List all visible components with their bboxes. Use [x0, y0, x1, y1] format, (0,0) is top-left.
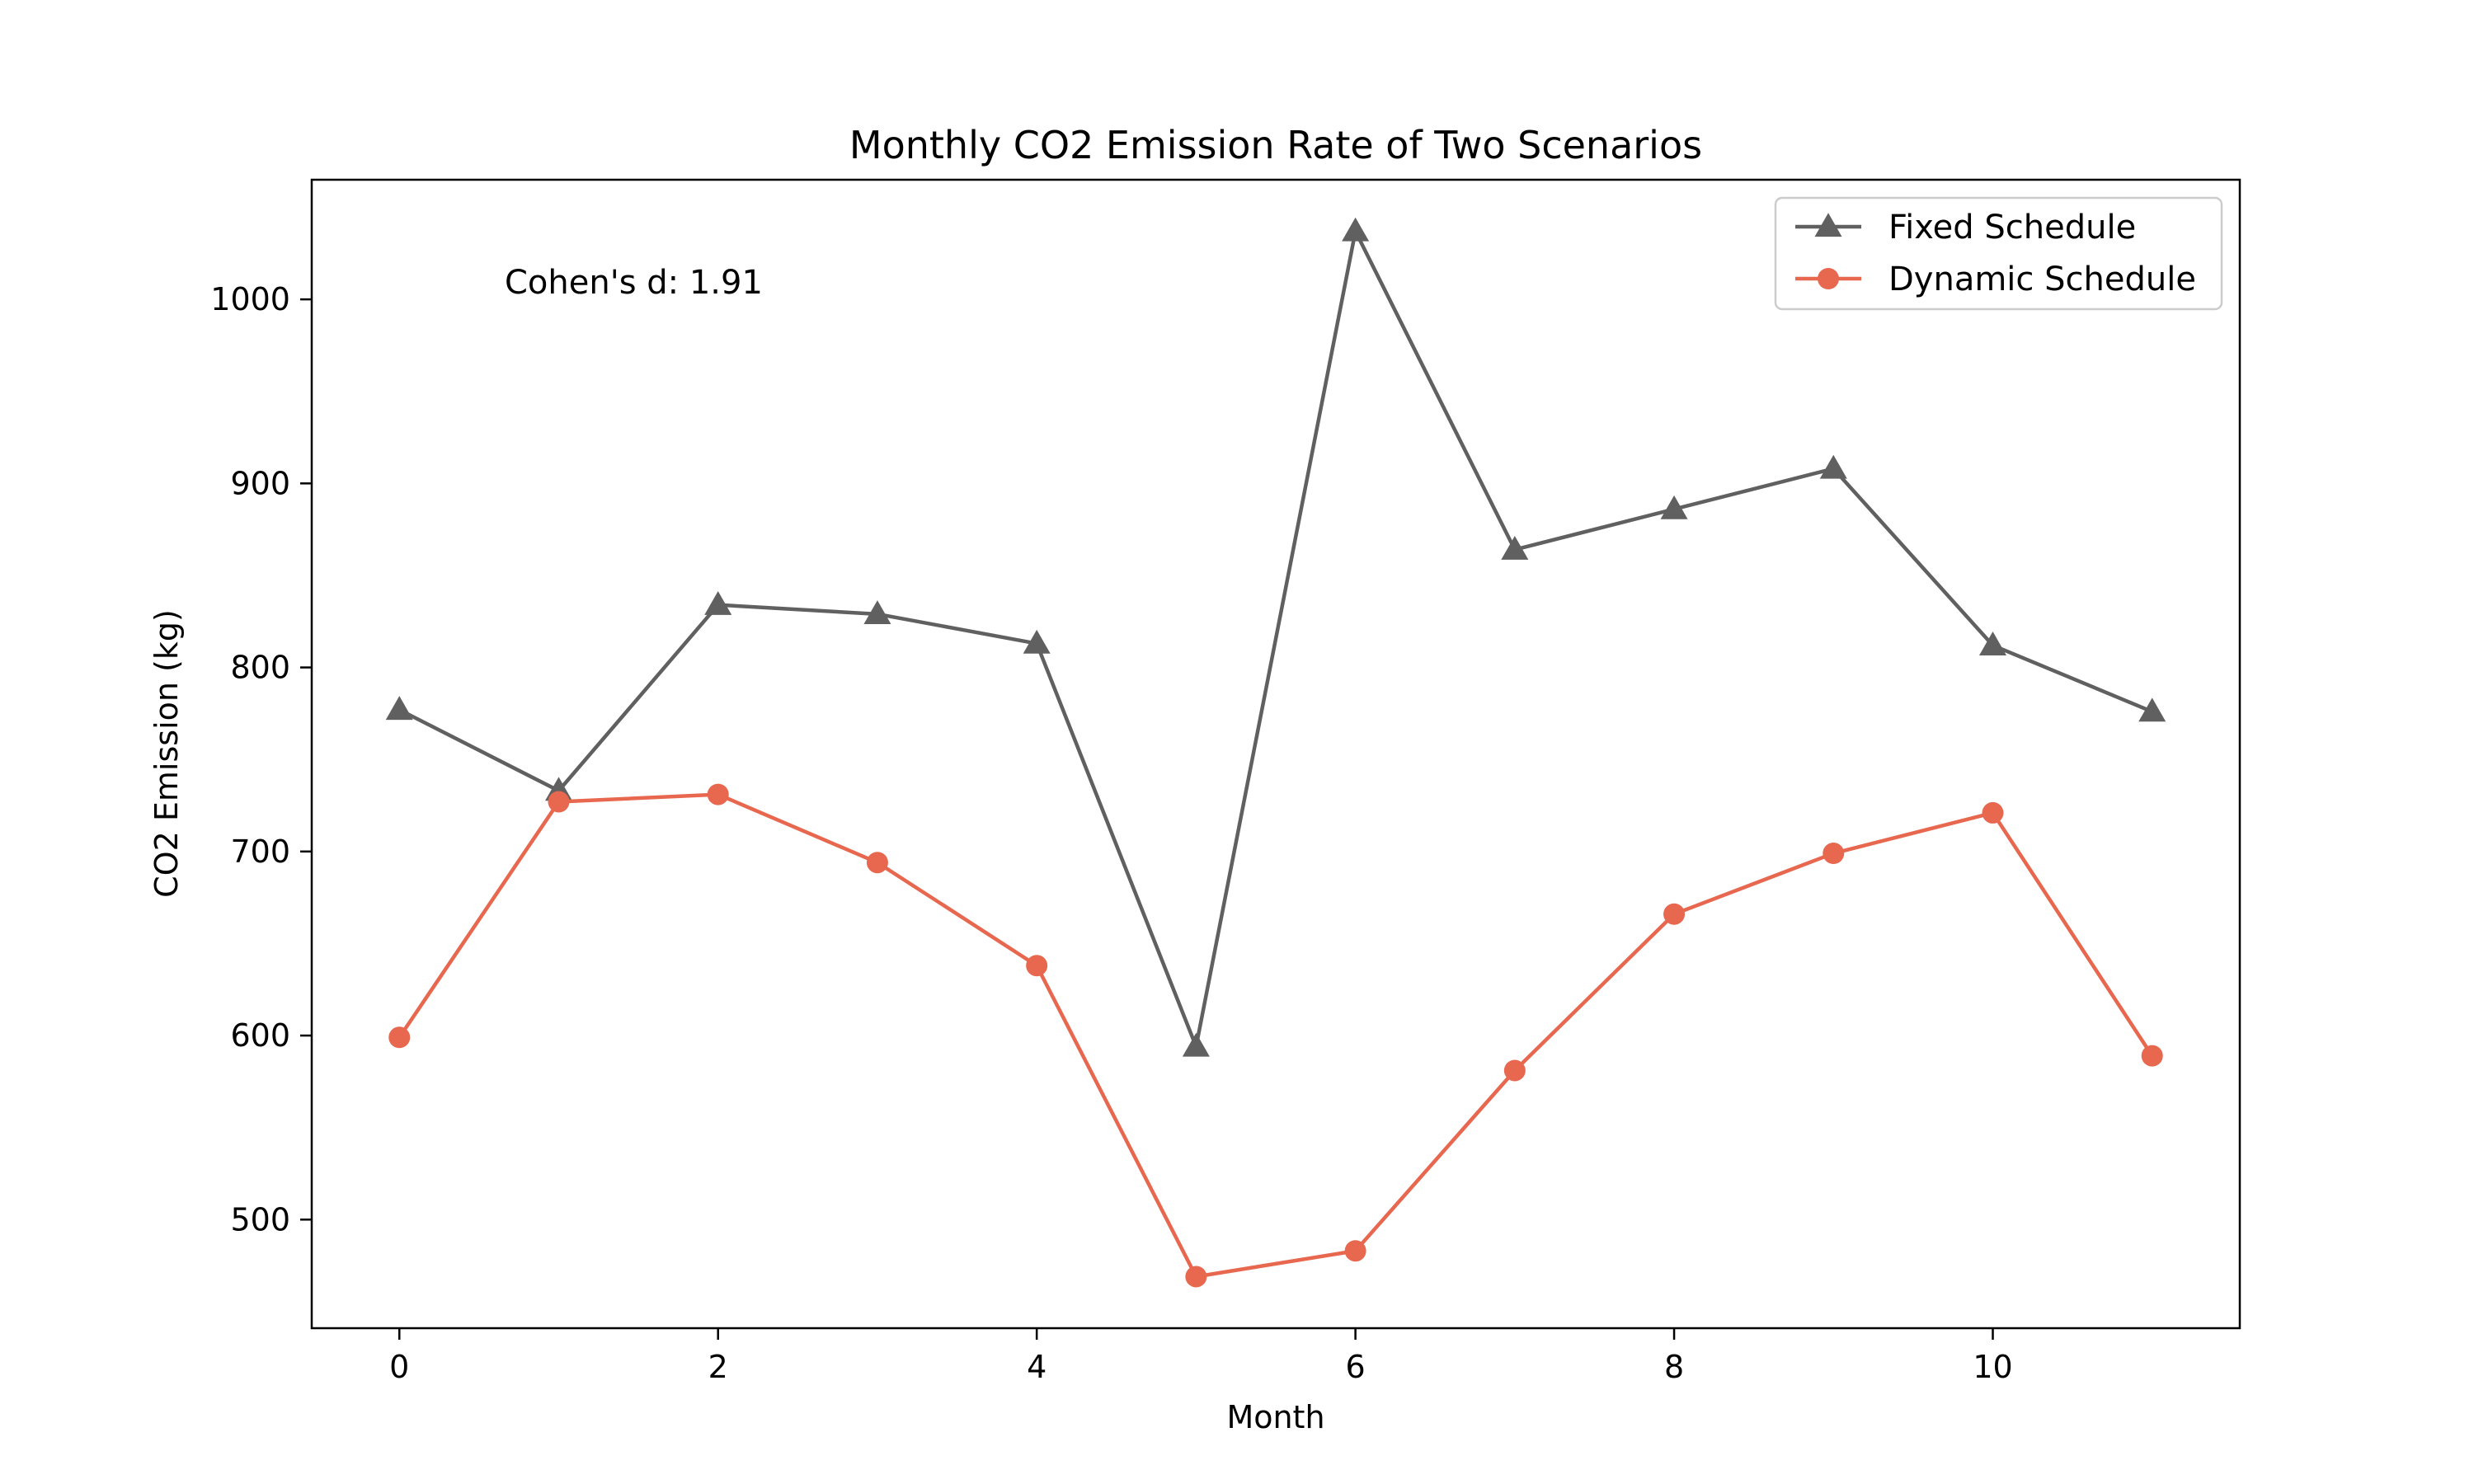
- data-point: [1979, 632, 2007, 655]
- data-point: [2141, 1045, 2163, 1067]
- series-line-fixed-schedule: [398, 229, 2153, 1049]
- series-fixed-schedule: [385, 217, 2166, 1057]
- y-tick-label: 500: [230, 1201, 290, 1237]
- legend-label: Dynamic Schedule: [1888, 261, 2196, 298]
- data-point: [1819, 454, 1847, 479]
- data-point: [1026, 955, 1048, 977]
- series-layer: [385, 217, 2166, 1288]
- y-tick-label: 600: [230, 1017, 290, 1054]
- data-point: [1185, 1266, 1207, 1288]
- legend-marker: [1818, 268, 1839, 289]
- data-point: [2138, 697, 2166, 722]
- legend-label: Fixed Schedule: [1888, 209, 2136, 247]
- legend-box: [1774, 196, 2223, 311]
- data-point: [707, 783, 729, 805]
- y-axis-label: CO2 Emission (kg): [148, 609, 185, 898]
- data-point: [385, 696, 413, 721]
- x-tick-label: 0: [389, 1349, 409, 1385]
- data-point: [1182, 1032, 1210, 1057]
- plot-area: [310, 178, 2241, 1330]
- data-point: [388, 1026, 411, 1049]
- y-tick-label: 1000: [210, 281, 290, 317]
- series-line-dynamic-schedule: [397, 792, 2154, 1279]
- x-axis-label: Month: [1226, 1399, 1324, 1435]
- legend-entry-fixed-schedule: Fixed Schedule: [1795, 209, 2136, 247]
- legend: Fixed Schedule Dynamic Schedule: [1774, 196, 2223, 311]
- data-point: [1342, 217, 1370, 242]
- data-point: [1023, 629, 1051, 654]
- data-point: [866, 852, 888, 874]
- chart-title: Monthly CO2 Emission Rate of Two Scenari…: [849, 123, 1702, 167]
- legend-marker: [1814, 213, 1842, 237]
- data-point: [1501, 535, 1529, 560]
- y-axis: 500 600 700 800 900 1000: [210, 281, 312, 1237]
- data-point: [704, 590, 732, 615]
- plot-frame: [310, 178, 2241, 1330]
- y-tick-label: 700: [230, 834, 290, 870]
- data-point: [1663, 903, 1686, 925]
- data-point: [863, 600, 891, 624]
- data-point: [1982, 801, 2004, 824]
- y-tick-label: 900: [230, 465, 290, 501]
- x-tick-label: 6: [1346, 1349, 1366, 1385]
- x-tick-label: 8: [1664, 1349, 1684, 1385]
- x-axis: 0 2 4 6 8 10: [389, 1328, 2013, 1385]
- x-tick-label: 4: [1027, 1349, 1047, 1385]
- data-point: [1660, 495, 1688, 519]
- y-tick-label: 800: [230, 650, 290, 686]
- data-point: [1344, 1240, 1366, 1262]
- data-point: [1503, 1059, 1526, 1082]
- x-tick-label: 2: [708, 1349, 728, 1385]
- x-tick-label: 10: [1973, 1349, 2012, 1385]
- data-point: [548, 791, 570, 813]
- data-point: [1823, 843, 1845, 865]
- series-dynamic-schedule: [388, 783, 2163, 1288]
- legend-entry-dynamic-schedule: Dynamic Schedule: [1795, 261, 2196, 298]
- cohens-d-annotation: Cohen's d: 1.91: [505, 264, 763, 302]
